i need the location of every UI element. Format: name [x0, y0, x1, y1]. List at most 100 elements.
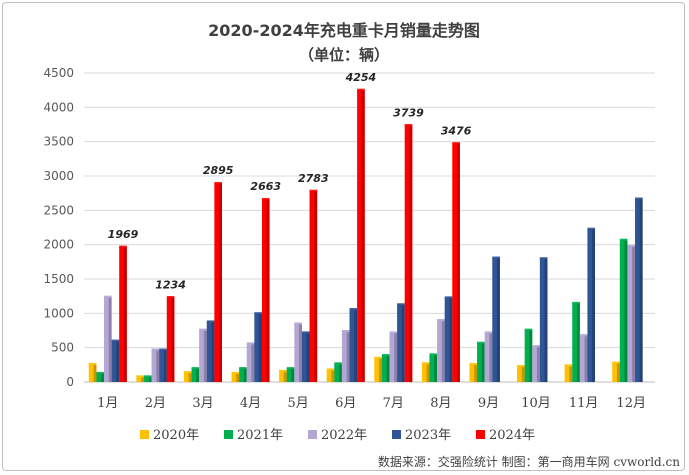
x-tick-label: 2月 — [145, 396, 166, 411]
bar — [635, 197, 643, 382]
data-label: 2895 — [203, 164, 234, 177]
legend-label: 2023年 — [405, 428, 451, 443]
data-label: 2663 — [250, 180, 281, 193]
bar — [357, 88, 365, 382]
legend-item: 2024年 — [476, 428, 535, 443]
bar — [539, 257, 548, 382]
legend-swatch — [308, 430, 317, 439]
x-tick-label: 5月 — [287, 396, 308, 411]
bar — [301, 331, 310, 382]
bar — [341, 329, 350, 382]
legend-label: 2024年 — [489, 428, 535, 443]
x-tick-label: 4月 — [240, 396, 261, 411]
data-label: 1969 — [108, 228, 139, 241]
bar — [159, 348, 167, 382]
bar — [279, 369, 287, 382]
bar — [96, 371, 104, 382]
bar — [239, 367, 247, 382]
bar — [309, 189, 318, 382]
gridlines — [84, 72, 655, 383]
legend-label: 2021年 — [237, 428, 283, 443]
legend-item: 2022年 — [308, 428, 367, 443]
bar — [572, 301, 580, 382]
bar — [349, 308, 358, 382]
y-tick-label: 4000 — [43, 100, 74, 114]
bar — [326, 368, 335, 382]
bar — [183, 371, 192, 382]
x-tick-label: 8月 — [430, 396, 451, 411]
x-tick-label: 12月 — [616, 396, 646, 411]
bar — [334, 362, 342, 382]
bar — [484, 331, 493, 382]
bar — [294, 322, 302, 382]
data-labels: 1969 1234 2895 2663 2783 4254 3739 3476 — [108, 71, 472, 291]
bar — [214, 182, 222, 382]
legend-swatch — [476, 430, 485, 439]
x-tick-label: 11月 — [569, 396, 599, 411]
bars — [88, 88, 643, 382]
bar — [261, 197, 270, 382]
bar — [286, 367, 295, 382]
bar — [404, 124, 413, 382]
bar — [199, 328, 207, 382]
chart-subtitle: （单位：辆） — [299, 46, 389, 64]
bar — [587, 227, 596, 382]
data-label: 1234 — [155, 278, 186, 291]
x-tick-label: 7月 — [383, 396, 404, 411]
bar — [397, 303, 405, 382]
y-axis-ticks: 0 500 1000 1500 2000 2500 3000 3500 4000 4500 — [43, 66, 74, 389]
bar — [374, 356, 382, 382]
legend-label: 2022年 — [321, 428, 367, 443]
x-tick-label: 1月 — [97, 396, 118, 411]
y-tick-label: 500 — [51, 341, 74, 355]
bar — [452, 142, 460, 382]
x-tick-label: 9月 — [478, 396, 499, 411]
bar — [136, 375, 144, 382]
legend-label: 2020年 — [153, 428, 199, 443]
bar — [619, 238, 628, 382]
bar — [191, 367, 200, 382]
bar — [477, 341, 485, 382]
bar — [206, 320, 215, 382]
data-label: 3476 — [441, 124, 472, 137]
x-axis-categories: 1月 2月 3月 4月 5月 6月 7月 8月 9月 10月 11月 12月 — [97, 396, 646, 411]
bar — [429, 353, 438, 382]
chart-title: 2020-2024年充电重卡月销量走势图 — [208, 21, 480, 40]
bar — [381, 354, 390, 382]
legend: 2020年 2021年 2022年 2023年 2024年 — [140, 428, 535, 443]
legend-swatch — [140, 430, 149, 439]
bar — [532, 345, 540, 382]
data-label: 3739 — [393, 106, 424, 119]
y-tick-label: 3000 — [43, 169, 74, 183]
bar — [437, 319, 445, 382]
legend-swatch — [392, 430, 401, 439]
source-note: 数据来源：交强险统计 制图：第一商用车网 cvworld.cn — [378, 454, 680, 469]
y-tick-label: 1500 — [43, 272, 74, 286]
legend-item: 2020年 — [140, 428, 199, 443]
bar — [246, 342, 255, 382]
bar — [88, 362, 97, 382]
bar — [389, 331, 398, 382]
y-tick-label: 1000 — [43, 306, 74, 320]
bar — [469, 362, 478, 382]
data-label: 2783 — [298, 172, 329, 185]
legend-item: 2023年 — [392, 428, 451, 443]
bar — [517, 365, 525, 382]
y-tick-label: 2000 — [43, 238, 74, 252]
data-label: 4254 — [345, 71, 377, 84]
bar — [524, 328, 533, 382]
bar — [579, 334, 588, 382]
bar — [421, 362, 430, 382]
bar — [254, 312, 262, 382]
x-tick-label: 6月 — [335, 396, 356, 411]
x-tick-label: 3月 — [192, 396, 213, 411]
bar — [444, 296, 453, 382]
bar — [492, 256, 500, 382]
chart-frame — [2, 2, 685, 471]
bar — [166, 296, 175, 382]
x-tick-label: 10月 — [521, 396, 551, 411]
y-tick-label: 2500 — [43, 203, 74, 217]
bar — [612, 361, 620, 382]
bar — [119, 245, 127, 382]
bar — [627, 244, 636, 382]
